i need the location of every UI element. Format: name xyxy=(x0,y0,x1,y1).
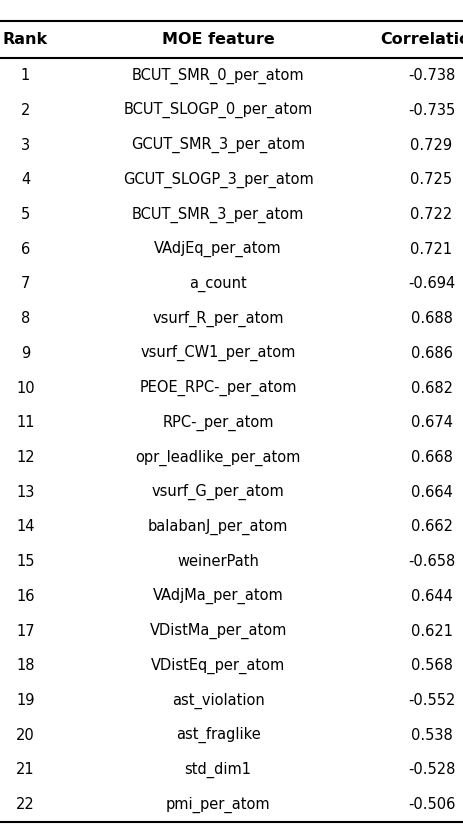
Text: 21: 21 xyxy=(16,762,35,777)
Text: RPC-_per_atom: RPC-_per_atom xyxy=(162,414,273,431)
Text: 0.674: 0.674 xyxy=(410,415,451,430)
Text: ast_violation: ast_violation xyxy=(171,692,264,709)
Text: -0.694: -0.694 xyxy=(407,276,454,291)
Text: 0.722: 0.722 xyxy=(409,207,452,222)
Text: 22: 22 xyxy=(16,797,35,812)
Text: 2: 2 xyxy=(21,103,30,118)
Text: ast_fraglike: ast_fraglike xyxy=(175,727,260,743)
Text: weinerPath: weinerPath xyxy=(177,554,258,569)
Text: 17: 17 xyxy=(16,623,35,639)
Text: 0.662: 0.662 xyxy=(410,519,451,534)
Text: 3: 3 xyxy=(21,137,30,152)
Text: 0.721: 0.721 xyxy=(410,241,451,257)
Text: -0.738: -0.738 xyxy=(407,68,454,83)
Text: balabanJ_per_atom: balabanJ_per_atom xyxy=(148,519,288,535)
Text: BCUT_SLOGP_0_per_atom: BCUT_SLOGP_0_per_atom xyxy=(123,102,312,118)
Text: 0.686: 0.686 xyxy=(410,346,451,361)
Text: 5: 5 xyxy=(21,207,30,222)
Text: 6: 6 xyxy=(21,241,30,257)
Text: 8: 8 xyxy=(21,311,30,326)
Text: 0.568: 0.568 xyxy=(410,658,451,673)
Text: 0.538: 0.538 xyxy=(410,728,451,743)
Text: -0.506: -0.506 xyxy=(407,797,454,812)
Text: 0.621: 0.621 xyxy=(410,623,451,639)
Text: 16: 16 xyxy=(16,589,35,604)
Text: VAdjMa_per_atom: VAdjMa_per_atom xyxy=(152,588,283,605)
Text: vsurf_R_per_atom: vsurf_R_per_atom xyxy=(152,310,283,327)
Text: GCUT_SMR_3_per_atom: GCUT_SMR_3_per_atom xyxy=(131,137,305,153)
Text: Rank: Rank xyxy=(3,32,48,47)
Text: 19: 19 xyxy=(16,693,35,708)
Text: 9: 9 xyxy=(21,346,30,361)
Text: 1: 1 xyxy=(21,68,30,83)
Text: opr_leadlike_per_atom: opr_leadlike_per_atom xyxy=(135,449,300,466)
Text: 0.644: 0.644 xyxy=(410,589,451,604)
Text: 0.668: 0.668 xyxy=(410,450,451,465)
Text: BCUT_SMR_0_per_atom: BCUT_SMR_0_per_atom xyxy=(131,67,304,84)
Text: -0.735: -0.735 xyxy=(407,103,454,118)
Text: VDistMa_per_atom: VDistMa_per_atom xyxy=(149,623,286,639)
Text: 11: 11 xyxy=(16,415,35,430)
Text: PEOE_RPC-_per_atom: PEOE_RPC-_per_atom xyxy=(139,380,296,396)
Text: VDistEq_per_atom: VDistEq_per_atom xyxy=(150,657,285,674)
Text: 14: 14 xyxy=(16,519,35,534)
Text: 0.664: 0.664 xyxy=(410,485,451,500)
Text: pmi_per_atom: pmi_per_atom xyxy=(165,796,270,813)
Text: vsurf_CW1_per_atom: vsurf_CW1_per_atom xyxy=(140,345,295,361)
Text: 4: 4 xyxy=(21,172,30,187)
Text: a_count: a_count xyxy=(189,276,246,292)
Text: 20: 20 xyxy=(16,728,35,743)
Text: 0.729: 0.729 xyxy=(410,137,451,152)
Text: 13: 13 xyxy=(16,485,35,500)
Text: 7: 7 xyxy=(21,276,30,291)
Text: std_dim1: std_dim1 xyxy=(184,762,251,778)
Text: MOE feature: MOE feature xyxy=(162,32,274,47)
Text: BCUT_SMR_3_per_atom: BCUT_SMR_3_per_atom xyxy=(131,206,304,223)
Text: 12: 12 xyxy=(16,450,35,465)
Text: GCUT_SLOGP_3_per_atom: GCUT_SLOGP_3_per_atom xyxy=(122,171,313,188)
Text: 0.725: 0.725 xyxy=(410,172,451,187)
Text: VAdjEq_per_atom: VAdjEq_per_atom xyxy=(154,241,282,257)
Text: vsurf_G_per_atom: vsurf_G_per_atom xyxy=(151,484,284,500)
Text: 18: 18 xyxy=(16,658,35,673)
Text: -0.528: -0.528 xyxy=(407,762,454,777)
Text: 0.682: 0.682 xyxy=(410,380,451,395)
Text: Correlation: Correlation xyxy=(380,32,463,47)
Text: -0.658: -0.658 xyxy=(407,554,454,569)
Text: 15: 15 xyxy=(16,554,35,569)
Text: -0.552: -0.552 xyxy=(407,693,454,708)
Text: 0.688: 0.688 xyxy=(410,311,451,326)
Text: 10: 10 xyxy=(16,380,35,395)
